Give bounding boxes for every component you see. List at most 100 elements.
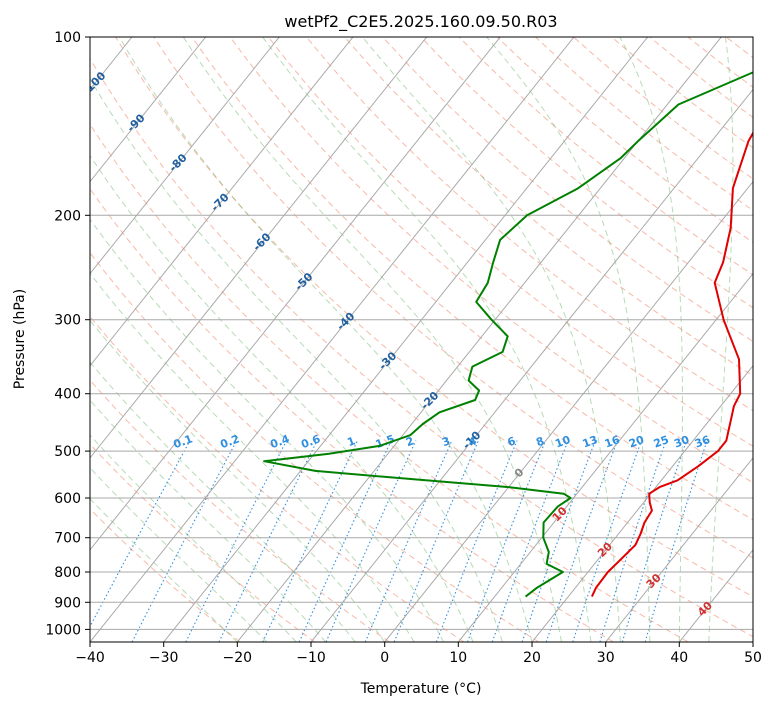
isotherm-label: -60 bbox=[250, 230, 273, 253]
y-tick-label: 700 bbox=[54, 531, 81, 547]
isotherm-label: 10 bbox=[550, 504, 570, 524]
dewpoint-profile bbox=[263, 71, 753, 598]
mixing-ratio-label: 16 bbox=[603, 433, 622, 451]
profiles bbox=[263, 71, 753, 598]
isotherm-line bbox=[90, 37, 207, 183]
moist-adiabat bbox=[262, 37, 592, 642]
moist-adiabat bbox=[118, 37, 533, 642]
y-tick-label: 500 bbox=[54, 444, 81, 460]
moist-adiabat bbox=[90, 154, 474, 642]
mixing-ratio-label: 13 bbox=[581, 433, 600, 450]
x-tick-label: −20 bbox=[223, 650, 253, 666]
mixing-ratio-line bbox=[621, 440, 687, 642]
moist-adiabat bbox=[486, 37, 651, 642]
dry-adiabat bbox=[90, 57, 753, 638]
moist-adiabat bbox=[90, 319, 386, 642]
x-tick-label: 10 bbox=[449, 650, 467, 666]
mixing-ratio-labels: 0.1 0.2 0.4 0.6 1 1.5 2 3 4 6 8 10 13 16 20 25 30 36 bbox=[172, 432, 713, 451]
dry-adiabat bbox=[90, 508, 241, 642]
mixing-ratio-line bbox=[185, 440, 287, 642]
isotherm-line bbox=[605, 457, 753, 642]
temperature-profile bbox=[590, 131, 753, 598]
dry-adiabat bbox=[191, 37, 753, 521]
isotherm-line bbox=[90, 37, 354, 367]
dry-adiabat bbox=[90, 315, 465, 642]
isotherm-label: -30 bbox=[376, 349, 399, 372]
y-tick-label: 1000 bbox=[45, 622, 81, 638]
isotherm-label: -50 bbox=[292, 270, 315, 293]
y-tick-label: 600 bbox=[54, 491, 81, 507]
isotherm-line bbox=[752, 641, 753, 642]
dry-adiabat bbox=[115, 37, 753, 598]
mixing-ratio-label: 6 bbox=[506, 434, 518, 449]
moist-adiabat bbox=[90, 218, 445, 642]
y-tick-label: 300 bbox=[54, 313, 81, 329]
moist-adiabat bbox=[90, 77, 503, 642]
isotherm-label: -20 bbox=[418, 389, 441, 412]
x-axis: −40 −30 −20 −10 0 10 20 30 40 50 bbox=[75, 642, 762, 666]
mixing-ratio-line bbox=[90, 440, 191, 628]
mixing-ratio-label: 0.1 bbox=[172, 432, 195, 451]
mixing-ratio-line bbox=[491, 440, 569, 642]
dry-adiabat bbox=[344, 37, 753, 377]
moist-adiabat bbox=[708, 37, 734, 642]
moist-adiabat bbox=[90, 434, 297, 642]
mixing-ratio-line bbox=[393, 440, 479, 642]
y-tick-label: 100 bbox=[54, 30, 81, 46]
isotherm-label: -90 bbox=[124, 111, 147, 134]
mixing-ratio-label: 2 bbox=[404, 434, 416, 449]
x-tick-label: −10 bbox=[296, 650, 326, 666]
dry-adiabat bbox=[229, 37, 753, 484]
y-tick-label: 200 bbox=[54, 208, 81, 224]
dry-adiabat bbox=[382, 37, 753, 343]
grid bbox=[0, 37, 753, 642]
isotherm-line bbox=[0, 37, 58, 642]
isotherm-line bbox=[531, 364, 753, 642]
mixing-ratio-line bbox=[644, 440, 708, 642]
isotherm-line bbox=[163, 37, 649, 642]
moist-adiabat bbox=[90, 467, 268, 642]
y-tick-label: 800 bbox=[54, 565, 81, 581]
mixing-ratio-line bbox=[298, 440, 392, 642]
dry-adiabat bbox=[649, 37, 753, 118]
mixing-ratio-label: 20 bbox=[627, 433, 646, 451]
dry-adiabat bbox=[90, 379, 390, 642]
isotherm-line bbox=[678, 549, 753, 642]
x-tick-label: 30 bbox=[597, 650, 615, 666]
mixing-ratio-label: 3 bbox=[440, 434, 452, 449]
moist-adiabat bbox=[90, 498, 238, 642]
x-axis-label: Temperature (°C) bbox=[360, 681, 482, 697]
mixing-ratio-line bbox=[545, 440, 618, 642]
isotherm-line bbox=[90, 37, 428, 459]
dry-adiabat bbox=[535, 37, 753, 211]
x-tick-label: 0 bbox=[380, 650, 389, 666]
moist-adiabat bbox=[619, 37, 683, 642]
moist-adiabat bbox=[90, 361, 356, 642]
dry-adiabat bbox=[90, 443, 315, 642]
mixing-ratio-line bbox=[218, 440, 318, 642]
mixing-ratio-label: 8 bbox=[534, 434, 546, 449]
mixing-ratio-label: 0.6 bbox=[299, 432, 322, 451]
background-lines bbox=[90, 37, 775, 642]
chart-title: wetPf2_C2E5.2025.160.09.50.R03 bbox=[284, 12, 557, 32]
dry-adiabat bbox=[90, 188, 614, 642]
isotherm-line bbox=[236, 37, 722, 642]
mixing-ratio-label: 0.4 bbox=[269, 432, 292, 451]
y-tick-label: 900 bbox=[54, 595, 81, 611]
mixing-ratio-line bbox=[364, 440, 453, 642]
x-tick-label: 50 bbox=[744, 650, 762, 666]
isotherm-line bbox=[90, 37, 575, 642]
isotherm-line bbox=[90, 37, 280, 275]
plot-frame bbox=[89, 36, 754, 643]
y-axis: 100 200 300 400 500 600 700 800 900 1000 bbox=[45, 30, 90, 638]
dry-adiabat bbox=[764, 37, 775, 642]
mixing-ratio-line bbox=[325, 440, 417, 642]
mixing-ratio-line bbox=[521, 440, 596, 642]
dry-adiabat bbox=[90, 123, 689, 642]
mixing-ratio-label: 10 bbox=[553, 433, 572, 451]
x-tick-label: 20 bbox=[523, 650, 541, 666]
y-tick-label: 400 bbox=[54, 387, 81, 403]
isotherm-line bbox=[457, 272, 753, 642]
